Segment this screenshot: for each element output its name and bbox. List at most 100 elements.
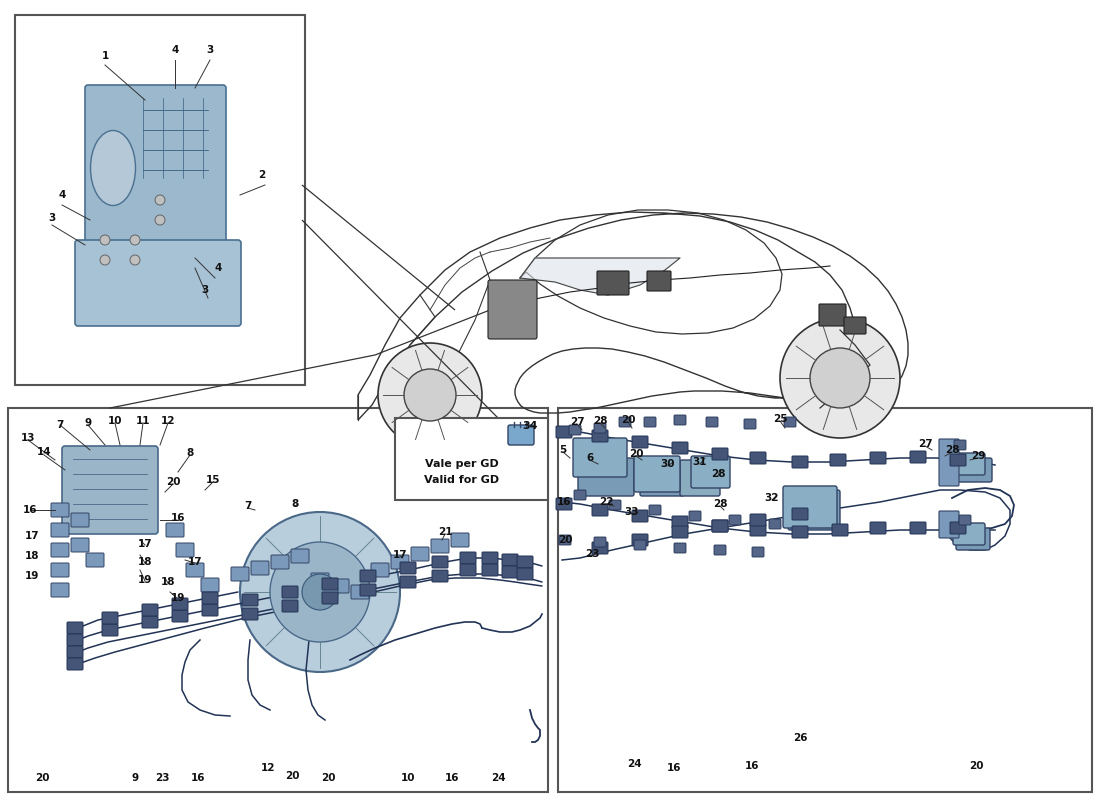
FancyBboxPatch shape <box>51 543 69 557</box>
Bar <box>8 408 548 792</box>
FancyBboxPatch shape <box>202 592 218 604</box>
Text: 17: 17 <box>24 531 40 541</box>
FancyBboxPatch shape <box>750 514 766 526</box>
Text: 1: 1 <box>101 51 109 61</box>
Text: 16: 16 <box>444 773 460 783</box>
Bar <box>558 408 1092 792</box>
FancyBboxPatch shape <box>712 520 728 532</box>
Text: 33: 33 <box>625 507 639 517</box>
FancyBboxPatch shape <box>251 561 270 575</box>
FancyBboxPatch shape <box>72 513 89 527</box>
Text: 16: 16 <box>170 513 185 523</box>
FancyBboxPatch shape <box>870 452 886 464</box>
FancyBboxPatch shape <box>792 508 808 520</box>
FancyBboxPatch shape <box>597 271 629 295</box>
FancyBboxPatch shape <box>632 534 648 546</box>
FancyBboxPatch shape <box>242 594 258 606</box>
Text: 3: 3 <box>48 213 56 223</box>
Text: 4: 4 <box>214 263 222 273</box>
FancyBboxPatch shape <box>142 616 158 628</box>
FancyBboxPatch shape <box>482 552 498 564</box>
Text: 9: 9 <box>131 773 139 783</box>
FancyBboxPatch shape <box>508 425 534 445</box>
FancyBboxPatch shape <box>67 634 82 646</box>
FancyBboxPatch shape <box>950 522 966 534</box>
FancyBboxPatch shape <box>460 564 476 576</box>
FancyBboxPatch shape <box>371 563 389 577</box>
FancyBboxPatch shape <box>832 524 848 536</box>
Text: Vale per GD: Vale per GD <box>425 459 499 469</box>
FancyBboxPatch shape <box>351 585 369 599</box>
FancyBboxPatch shape <box>680 460 720 496</box>
Text: 17: 17 <box>393 550 407 560</box>
Bar <box>395 418 548 500</box>
Circle shape <box>155 195 165 205</box>
FancyBboxPatch shape <box>640 464 684 496</box>
FancyBboxPatch shape <box>102 624 118 636</box>
FancyBboxPatch shape <box>142 604 158 616</box>
FancyBboxPatch shape <box>360 570 376 582</box>
FancyBboxPatch shape <box>712 520 728 532</box>
FancyBboxPatch shape <box>400 576 416 588</box>
FancyBboxPatch shape <box>322 592 338 604</box>
FancyBboxPatch shape <box>672 516 688 528</box>
FancyBboxPatch shape <box>950 454 966 466</box>
Text: 9: 9 <box>85 418 91 428</box>
Circle shape <box>270 542 370 642</box>
Text: 22: 22 <box>598 497 614 507</box>
FancyBboxPatch shape <box>166 523 184 537</box>
Text: 20: 20 <box>620 415 636 425</box>
FancyBboxPatch shape <box>609 500 622 510</box>
Text: 6: 6 <box>586 453 594 463</box>
FancyBboxPatch shape <box>431 539 449 553</box>
FancyBboxPatch shape <box>956 528 990 550</box>
FancyBboxPatch shape <box>594 423 606 433</box>
FancyBboxPatch shape <box>67 658 82 670</box>
FancyBboxPatch shape <box>769 519 781 529</box>
FancyBboxPatch shape <box>231 567 249 581</box>
FancyBboxPatch shape <box>556 498 572 510</box>
Text: 20: 20 <box>166 477 180 487</box>
FancyBboxPatch shape <box>559 535 571 545</box>
FancyBboxPatch shape <box>644 417 656 427</box>
Text: 32: 32 <box>764 493 779 503</box>
FancyBboxPatch shape <box>953 523 984 545</box>
FancyBboxPatch shape <box>432 570 448 582</box>
FancyBboxPatch shape <box>706 417 718 427</box>
Text: 13: 13 <box>21 433 35 443</box>
Circle shape <box>302 574 338 610</box>
FancyBboxPatch shape <box>292 549 309 563</box>
FancyBboxPatch shape <box>72 538 89 552</box>
Circle shape <box>810 348 870 408</box>
Text: 17: 17 <box>188 557 202 567</box>
FancyBboxPatch shape <box>714 545 726 555</box>
Text: 20: 20 <box>969 761 983 771</box>
Text: Euréka: Euréka <box>136 523 443 657</box>
FancyBboxPatch shape <box>311 573 329 587</box>
FancyBboxPatch shape <box>632 436 648 448</box>
FancyBboxPatch shape <box>172 610 188 622</box>
FancyBboxPatch shape <box>729 515 741 525</box>
Circle shape <box>240 512 400 672</box>
Text: 20: 20 <box>558 535 572 545</box>
Text: 20: 20 <box>285 771 299 781</box>
Text: 16: 16 <box>667 763 681 773</box>
FancyBboxPatch shape <box>752 547 764 557</box>
FancyBboxPatch shape <box>488 280 537 339</box>
Text: 17: 17 <box>138 539 152 549</box>
FancyBboxPatch shape <box>242 608 258 620</box>
Text: 4: 4 <box>58 190 66 200</box>
FancyBboxPatch shape <box>186 563 204 577</box>
FancyBboxPatch shape <box>502 554 518 566</box>
FancyBboxPatch shape <box>672 442 688 454</box>
Text: 7: 7 <box>56 420 64 430</box>
FancyBboxPatch shape <box>51 583 69 597</box>
FancyBboxPatch shape <box>619 417 631 427</box>
FancyBboxPatch shape <box>712 448 728 460</box>
FancyBboxPatch shape <box>578 458 634 496</box>
Text: 8: 8 <box>292 499 298 509</box>
FancyBboxPatch shape <box>62 446 158 534</box>
Text: 18: 18 <box>24 551 40 561</box>
FancyBboxPatch shape <box>360 584 376 596</box>
Text: 19: 19 <box>25 571 40 581</box>
